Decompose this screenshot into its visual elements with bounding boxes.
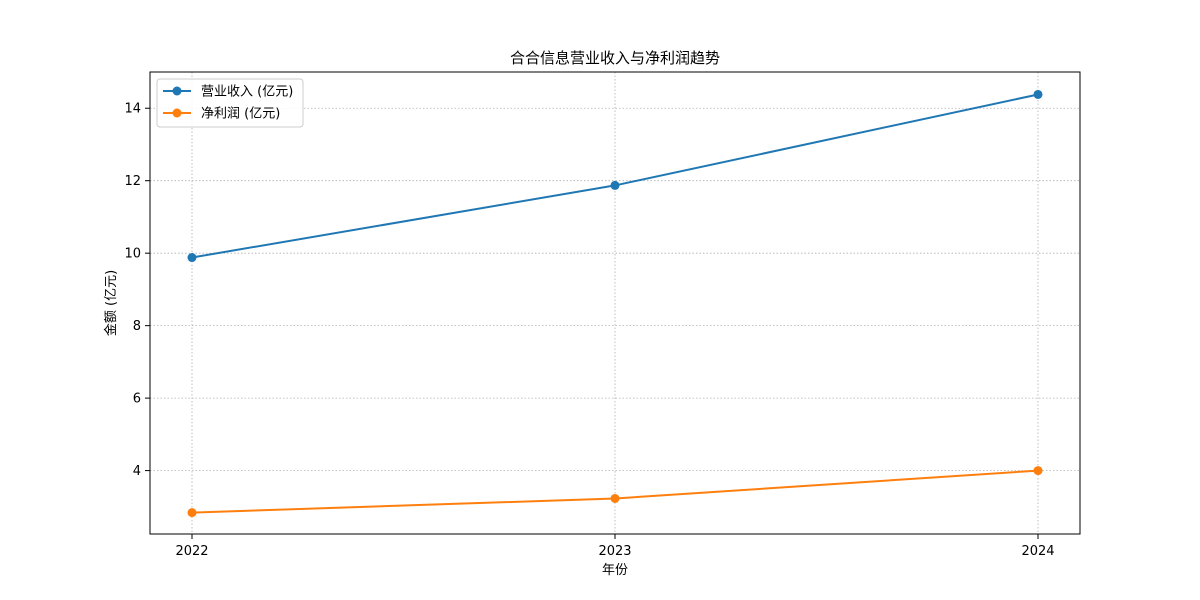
legend-marker-2 (172, 108, 182, 118)
y-tick-label: 6 (133, 392, 141, 407)
x-tick-label: 2023 (598, 544, 631, 559)
legend-box (156, 78, 304, 128)
y-tick-label: 14 (124, 102, 141, 117)
axis-ticks: 2022 2023 2024 4 6 8 10 12 14 (124, 102, 1054, 559)
y-axis-label: 金额 (亿元) (103, 270, 119, 336)
series-2-point (187, 508, 197, 518)
series-2-point (1033, 466, 1043, 476)
grid-lines (150, 72, 1080, 534)
legend-label-1: 营业收入 (亿元) (201, 85, 293, 100)
legend: 营业收入 (亿元) 净利润 (亿元) (156, 78, 304, 128)
y-tick-label: 10 (124, 247, 141, 262)
x-tick-label: 2022 (175, 544, 208, 559)
series-1-point (1033, 89, 1043, 99)
x-tick-label: 2024 (1021, 544, 1054, 559)
x-axis-label: 年份 (602, 563, 628, 578)
series-layer (187, 89, 1043, 518)
legend-marker-1 (172, 86, 182, 96)
y-tick-label: 12 (124, 174, 141, 189)
series-1-point (610, 180, 620, 190)
series-1-point (187, 253, 197, 263)
chart-title: 合合信息营业收入与净利润趋势 (510, 49, 720, 67)
series-2-point (610, 493, 620, 503)
legend-label-2: 净利润 (亿元) (201, 107, 280, 122)
y-tick-label: 4 (133, 464, 141, 479)
y-tick-label: 8 (133, 319, 141, 334)
